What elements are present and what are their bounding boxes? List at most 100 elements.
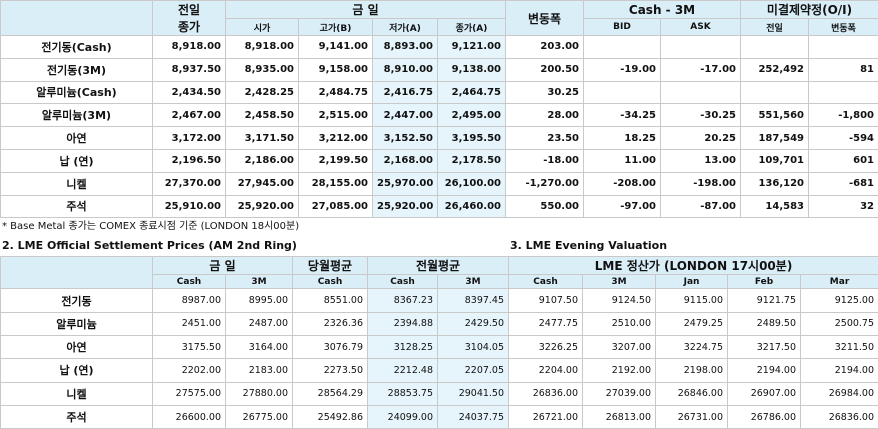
value-cell: 3207.00 — [583, 335, 656, 358]
value-cell: 8987.00 — [153, 289, 226, 312]
value-cell: -198.00 — [661, 172, 741, 195]
header-cell: 미결제약정(O/I) — [741, 1, 878, 19]
value-cell: 601 — [809, 149, 878, 172]
value-cell: 2198.00 — [656, 359, 728, 382]
empty-cell — [584, 81, 661, 104]
value-cell: 9115.00 — [656, 289, 728, 312]
value-cell: 2,416.75 — [373, 81, 438, 104]
value-cell: 2,196.50 — [153, 149, 226, 172]
value-cell: 3217.50 — [728, 335, 801, 358]
value-cell: 2477.75 — [509, 312, 583, 335]
value-cell: 9,141.00 — [299, 36, 373, 59]
empty-cell — [741, 36, 809, 59]
value-cell: 3,212.00 — [299, 127, 373, 150]
value-cell: 11.00 — [584, 149, 661, 172]
value-cell: 2202.00 — [153, 359, 226, 382]
value-cell: 26846.00 — [656, 382, 728, 405]
section-title: 3. LME Evening Valuation — [510, 239, 667, 252]
value-cell: -19.00 — [584, 58, 661, 81]
value-cell: 2,434.50 — [153, 81, 226, 104]
value-cell: 3,171.50 — [226, 127, 299, 150]
value-cell: 9,158.00 — [299, 58, 373, 81]
value-cell: 2,484.75 — [299, 81, 373, 104]
value-cell: 252,492 — [741, 58, 809, 81]
value-cell: 26,100.00 — [438, 172, 506, 195]
value-cell: 18.25 — [584, 127, 661, 150]
value-cell: 8,918.00 — [153, 36, 226, 59]
value-cell: 27039.00 — [583, 382, 656, 405]
value-cell: 2429.50 — [438, 312, 509, 335]
value-cell: 9124.50 — [583, 289, 656, 312]
value-cell: 26,460.00 — [438, 195, 506, 218]
subheader-cell: Cash — [368, 275, 438, 289]
value-cell: 27,945.00 — [226, 172, 299, 195]
value-cell: 8,937.50 — [153, 58, 226, 81]
value-cell: 81 — [809, 58, 878, 81]
value-cell: 26984.00 — [801, 382, 878, 405]
header-cell — [1, 1, 153, 36]
subheader-cell: 변동폭 — [809, 19, 878, 36]
value-cell: 3224.75 — [656, 335, 728, 358]
value-cell: -208.00 — [584, 172, 661, 195]
metal-name: 납 (연) — [1, 359, 153, 382]
value-cell: 2194.00 — [728, 359, 801, 382]
value-cell: 2500.75 — [801, 312, 878, 335]
value-cell: 9,138.00 — [438, 58, 506, 81]
value-cell: 3128.25 — [368, 335, 438, 358]
value-cell: 2204.00 — [509, 359, 583, 382]
metal-name: 아연 — [1, 335, 153, 358]
value-cell: 109,701 — [741, 149, 809, 172]
value-cell: 27,370.00 — [153, 172, 226, 195]
value-cell: 2273.50 — [293, 359, 368, 382]
value-cell: 3,152.50 — [373, 127, 438, 150]
metal-name: 아연 — [1, 127, 153, 150]
header-cell: 전월평균 — [368, 257, 509, 275]
value-cell: 2,428.25 — [226, 81, 299, 104]
value-cell: 550.00 — [506, 195, 584, 218]
value-cell: 3226.25 — [509, 335, 583, 358]
value-cell: 26786.00 — [728, 405, 801, 428]
value-cell: 2394.88 — [368, 312, 438, 335]
value-cell: 3164.00 — [226, 335, 293, 358]
note: * Base Metal 종가는 COMEX 종료시점 기준 (LONDON 1… — [0, 218, 878, 236]
header-cell: 금 일 — [226, 1, 506, 19]
header-cell: Cash - 3M — [584, 1, 741, 19]
value-cell: 2,464.75 — [438, 81, 506, 104]
value-cell: 3211.50 — [801, 335, 878, 358]
header-cell — [1, 257, 153, 289]
value-cell: 24037.75 — [438, 405, 509, 428]
value-cell: 3,172.00 — [153, 127, 226, 150]
section-title: 2. LME Official Settlement Prices (AM 2n… — [2, 239, 297, 252]
value-cell: 28564.29 — [293, 382, 368, 405]
value-cell: 2212.48 — [368, 359, 438, 382]
value-cell: 136,120 — [741, 172, 809, 195]
value-cell: 25,920.00 — [373, 195, 438, 218]
value-cell: 2,495.00 — [438, 104, 506, 127]
subheader-cell: 전일 — [741, 19, 809, 36]
value-cell: 2183.00 — [226, 359, 293, 382]
subheader-cell: ASK — [661, 19, 741, 36]
value-cell: 551,560 — [741, 104, 809, 127]
subheader-cell: Mar — [801, 275, 878, 289]
empty-cell — [741, 81, 809, 104]
value-cell: 26836.00 — [801, 405, 878, 428]
value-cell: 2,515.00 — [299, 104, 373, 127]
metal-name: 전기동(Cash) — [1, 36, 153, 59]
value-cell: -87.00 — [661, 195, 741, 218]
value-cell: 24099.00 — [368, 405, 438, 428]
header-cell: 변동폭 — [506, 1, 584, 36]
value-cell: 2192.00 — [583, 359, 656, 382]
value-cell: 203.00 — [506, 36, 584, 59]
value-cell: 3104.05 — [438, 335, 509, 358]
